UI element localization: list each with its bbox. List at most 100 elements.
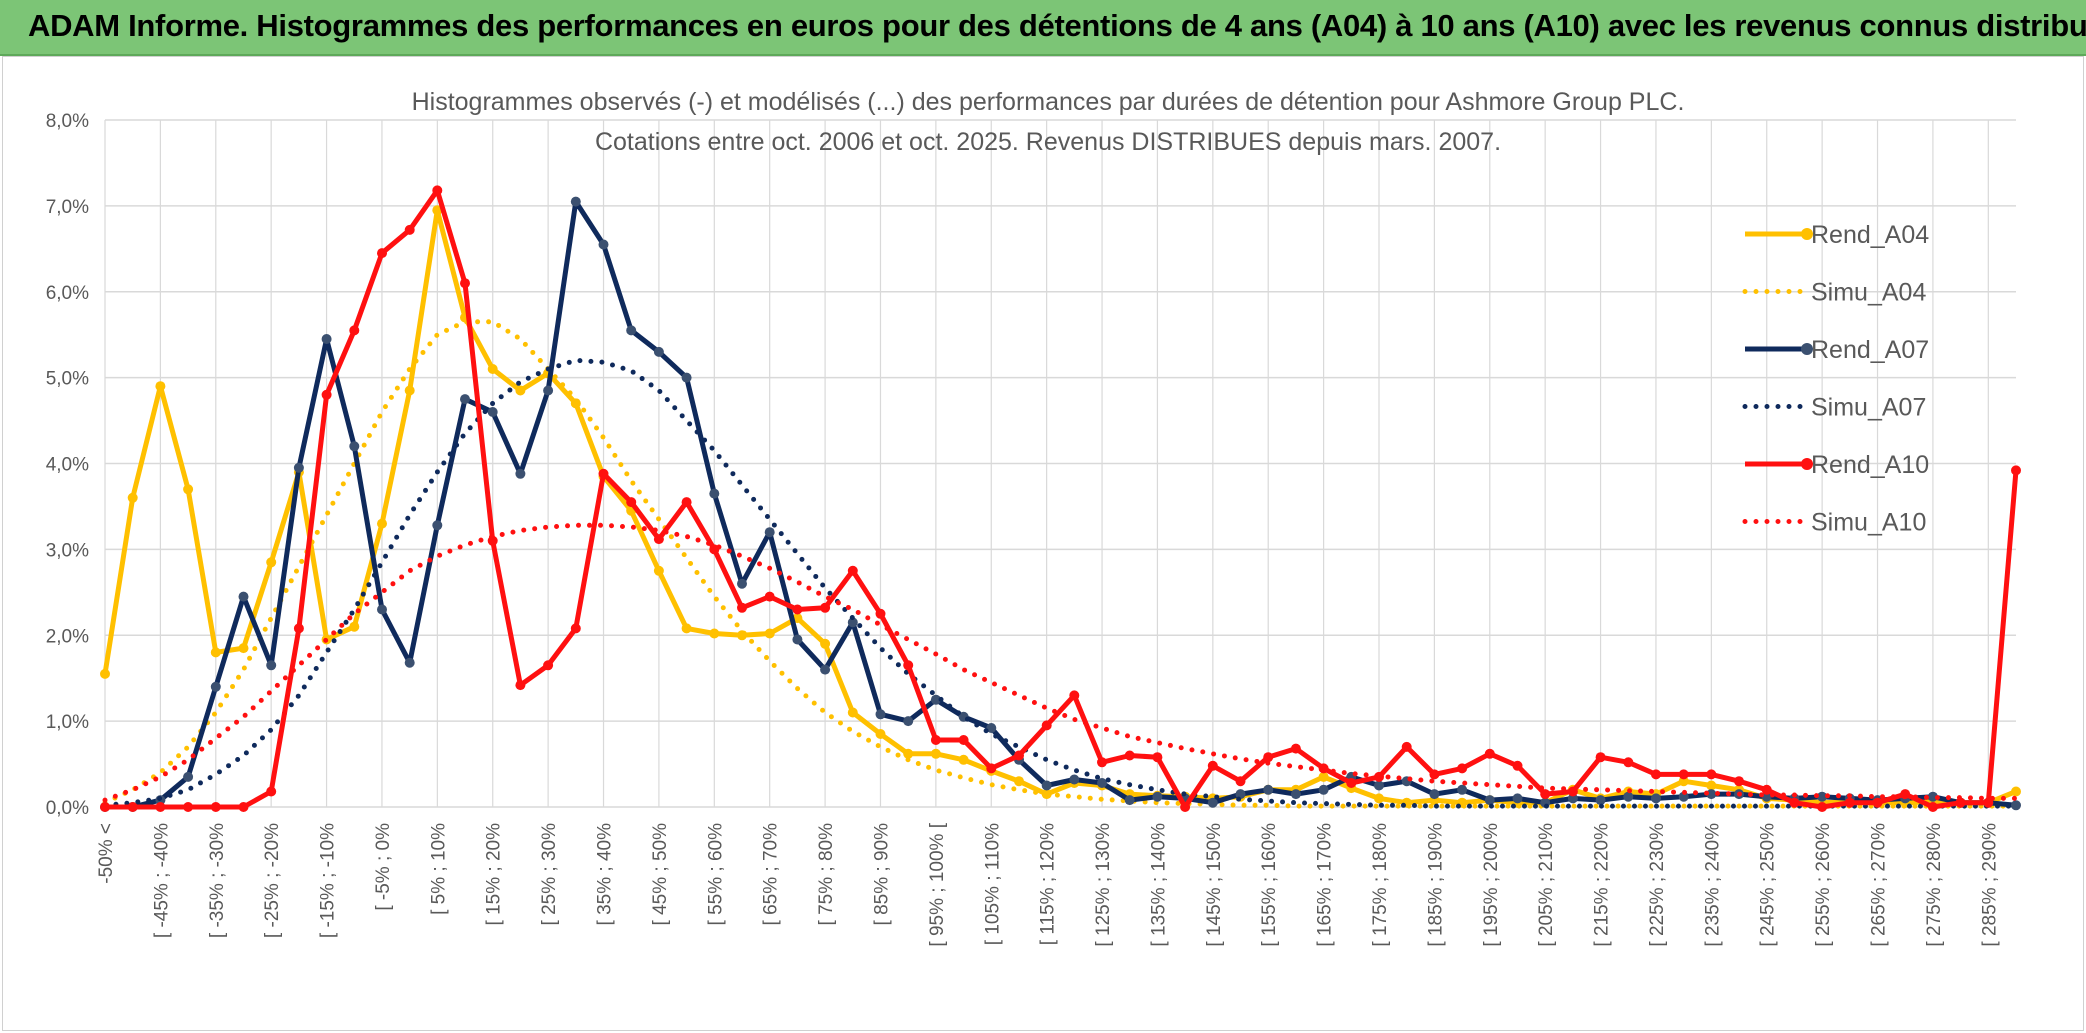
data-point [155, 381, 166, 392]
data-point [847, 707, 858, 718]
data-point [543, 385, 554, 396]
x-tick-label: [ 75% ; 80% [816, 823, 837, 926]
histogram-chart: 0,0% 1,0% 2,0% 3,0% 4,0% 5,0% 6,0% 7,0% 8,0% -50… [46, 88, 2021, 947]
data-point [764, 591, 775, 602]
data-point [266, 786, 277, 797]
data-point [1623, 757, 1634, 768]
data-point [681, 497, 692, 508]
data-point [100, 668, 110, 679]
data-point [1817, 791, 1828, 802]
data-point [626, 325, 637, 336]
data-point [1374, 793, 1384, 804]
data-point [1069, 690, 1080, 701]
grid-lines [104, 119, 2016, 808]
data-point [737, 602, 747, 613]
x-tick-label: [ 235% ; 240% [1702, 823, 1723, 947]
y-tick-label: 4,0% [46, 455, 89, 476]
data-point [681, 623, 692, 634]
data-point [1789, 797, 1800, 808]
data-point [487, 364, 498, 374]
x-tick-label: [ 145% ; 150% [1204, 823, 1225, 947]
data-point [377, 518, 387, 529]
data-point [930, 748, 941, 759]
x-tick-label: [ 175% ; 180% [1370, 823, 1391, 947]
data-point [1401, 741, 1412, 752]
data-point [210, 681, 221, 692]
x-tick-label: [ -25% ; -20% [262, 823, 283, 938]
data-point [1512, 793, 1523, 804]
data-point [792, 634, 803, 645]
data-point [515, 680, 526, 691]
data-point [238, 802, 249, 812]
data-point [487, 407, 498, 417]
y-tick-label: 2,0% [46, 626, 89, 647]
data-point [1374, 780, 1384, 791]
data-point [875, 709, 886, 720]
series-line [105, 187, 2019, 810]
legend-item: Simu_A04 [1742, 279, 1926, 307]
data-point [1955, 797, 1966, 808]
data-point [1484, 795, 1495, 806]
data-point [155, 802, 166, 812]
data-point [1429, 769, 1440, 780]
series-rend_a04 [100, 205, 2021, 808]
legend-item: Simu_A07 [1742, 394, 1926, 422]
x-tick-label: [ 265% ; 270% [1869, 823, 1890, 947]
x-tick-label: [ 245% ; 250% [1758, 823, 1779, 947]
data-point [1761, 784, 1772, 795]
data-point [1651, 793, 1661, 804]
x-axis-ticks: -50% < [ -45% ; -40% [ -35% ; -30% [ -25% ;… [96, 822, 2000, 946]
data-point [709, 488, 720, 499]
legend-label: Rend_A04 [1811, 221, 1929, 249]
data-point [1207, 797, 1218, 808]
legend-label: Rend_A07 [1811, 336, 1929, 364]
data-point [820, 638, 831, 649]
x-tick-label: -50% < [96, 823, 117, 884]
legend-label: Simu_A10 [1811, 509, 1926, 537]
data-point [377, 604, 387, 615]
data-point [1540, 789, 1551, 800]
data-point [321, 334, 332, 344]
series-line [102, 319, 2019, 809]
x-tick-label: [ 35% ; 40% [595, 823, 616, 926]
x-tick-label: [ 105% ; 110% [982, 823, 1003, 945]
data-point [764, 527, 775, 538]
data-point [432, 205, 443, 216]
data-point [1844, 797, 1855, 808]
data-point [293, 623, 304, 634]
data-point [570, 196, 581, 207]
data-point [321, 389, 332, 400]
data-point [1761, 791, 1772, 802]
data-point [1097, 757, 1107, 768]
data-point [903, 660, 914, 671]
legend-label: Simu_A04 [1811, 279, 1926, 307]
data-point [653, 565, 664, 576]
data-point [127, 492, 138, 503]
data-point [930, 694, 941, 705]
series-line [102, 207, 2017, 806]
data-point [903, 748, 914, 759]
data-point [404, 224, 415, 235]
data-point [404, 385, 415, 396]
legend: Rend_A04 Simu_A04 Rend_A07 Simu_A07 Rend_A10… [1742, 221, 1929, 537]
data-point [737, 578, 747, 589]
data-point [653, 346, 664, 357]
data-point [598, 239, 609, 250]
data-point [681, 372, 692, 383]
data-point [127, 802, 138, 812]
data-point [1734, 776, 1744, 787]
legend-marker [1801, 458, 1813, 470]
data-point [903, 716, 914, 727]
x-tick-label: [ 285% ; 290% [1979, 823, 2000, 947]
data-point [1457, 763, 1468, 774]
chart-title-line-2: Cotations entre oct. 2006 et oct. 2025. … [595, 128, 1501, 156]
data-point [1318, 771, 1329, 782]
data-point [875, 608, 886, 619]
data-point [460, 278, 470, 289]
data-point [820, 664, 831, 675]
data-point [238, 591, 249, 602]
data-point [1290, 743, 1301, 754]
report-banner: ADAM Informe. Histogrammes des performan… [0, 0, 2086, 56]
data-point [266, 557, 277, 568]
x-tick-label: [ 195% ; 200% [1481, 823, 1502, 947]
